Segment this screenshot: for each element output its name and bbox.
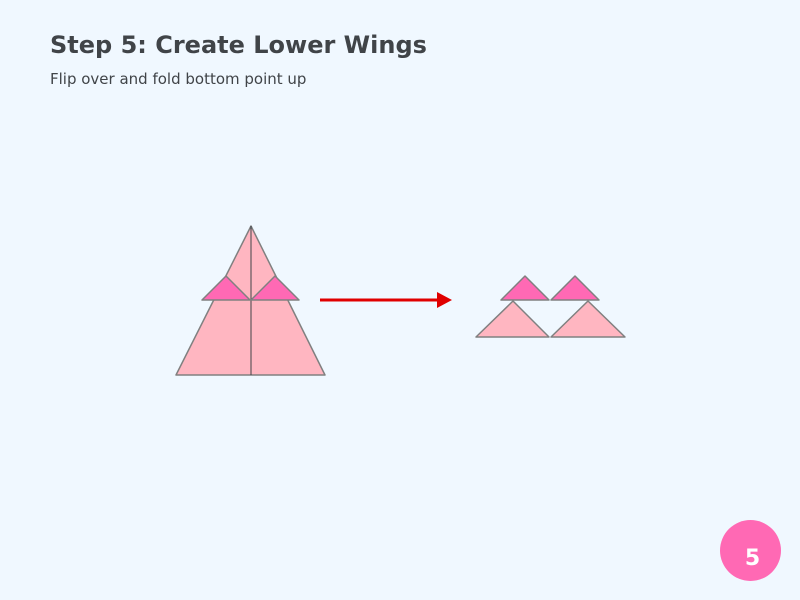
left-upper-flap xyxy=(201,275,251,301)
step-number-badge: 5 xyxy=(720,520,781,581)
after-fold-figure xyxy=(475,275,626,338)
right-lower-wing xyxy=(550,300,626,338)
arrow-head xyxy=(437,292,452,308)
right-upper-wing xyxy=(550,275,600,301)
step-number: 5 xyxy=(744,545,761,571)
left-upper-wing xyxy=(500,275,550,301)
fold-arrow xyxy=(320,292,452,308)
left-lower-wing xyxy=(475,300,550,338)
step-title: Step 5: Create Lower Wings xyxy=(50,31,427,59)
step-instruction: Flip over and fold bottom point up xyxy=(50,70,307,88)
before-fold-figure xyxy=(175,225,326,376)
right-upper-flap xyxy=(250,275,300,301)
